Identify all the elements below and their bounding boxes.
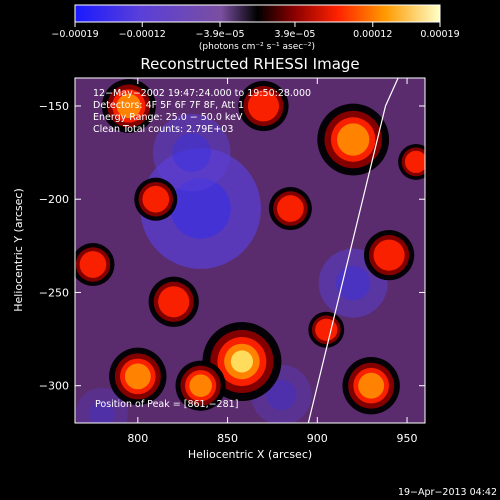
heatmap-blob bbox=[124, 363, 151, 390]
annotation-energy: Energy Range: 25.0 − 50.0 keV bbox=[93, 112, 243, 123]
colorbar-tick-label: 0.00012 bbox=[353, 29, 392, 40]
heatmap-blob bbox=[337, 123, 370, 156]
x-tick-label: 800 bbox=[127, 432, 148, 445]
y-tick-label: −200 bbox=[39, 193, 69, 206]
y-tick-label: −250 bbox=[39, 286, 69, 299]
heatmap-negative-core bbox=[172, 133, 212, 172]
heatmap-blob bbox=[404, 150, 425, 174]
colorbar bbox=[74, 4, 441, 23]
y-axis-ticks: −150 −200 −250 −300 bbox=[39, 100, 425, 393]
y-axis-label: Heliocentric Y (arcsec) bbox=[12, 188, 25, 312]
x-tick-label: 850 bbox=[217, 432, 238, 445]
heatmap-blob bbox=[315, 318, 338, 341]
heatmap-image bbox=[75, 79, 425, 423]
heatmap-negative-core bbox=[266, 379, 297, 411]
heatmap-blob bbox=[116, 93, 141, 119]
heatmap-negative-core bbox=[89, 400, 115, 423]
peak-position-label: Position of Peak = [861,−281] bbox=[95, 399, 238, 410]
y-tick-label: −150 bbox=[39, 100, 69, 113]
heatmap-negative-core bbox=[335, 265, 371, 301]
colorbar-tick-label: 0.00019 bbox=[420, 29, 459, 40]
heatmap-blob bbox=[230, 350, 253, 373]
x-tick-label: 900 bbox=[307, 432, 328, 445]
heatmap-blob bbox=[358, 372, 385, 399]
x-axis-label: Heliocentric X (arcsec) bbox=[188, 448, 312, 461]
heatmap-blob bbox=[142, 185, 170, 213]
heatmap-negative bbox=[76, 387, 128, 423]
heatmap-blob bbox=[373, 239, 405, 271]
annotation-time: 12−May−2002 19:47:24.000 to 19:50:28.000 bbox=[93, 88, 311, 99]
heatmap-blob bbox=[247, 90, 280, 122]
heatmap-blob bbox=[158, 286, 190, 318]
y-tick-label: −300 bbox=[39, 380, 69, 393]
heatmap-blob bbox=[79, 251, 107, 278]
colorbar-ticks: −0.00019 −0.00012 −3.9e−05 3.9e−05 0.00012 0.… bbox=[51, 22, 460, 40]
heatmap-negative-core bbox=[170, 178, 231, 239]
footer-timestamp: 19−Apr−2013 04:42 bbox=[398, 487, 497, 498]
heatmap-blob bbox=[277, 195, 304, 222]
annotation-detectors: Detectors: 4F 5F 6F 7F 8F, Att 1 bbox=[93, 100, 244, 111]
x-tick-label: 950 bbox=[397, 432, 418, 445]
colorbar-units: (photons cm⁻² s⁻¹ asec⁻²) bbox=[199, 42, 315, 52]
plot-frame bbox=[74, 77, 426, 424]
annotation-counts: Clean Total counts: 2.79E+03 bbox=[93, 124, 233, 135]
solar-limb-line bbox=[307, 78, 399, 423]
colorbar-tick-label: −0.00012 bbox=[119, 29, 166, 40]
heatmap-blob bbox=[189, 374, 212, 398]
x-axis-ticks: 800 850 900 950 bbox=[127, 78, 418, 445]
colorbar-tick-label: −3.9e−05 bbox=[196, 29, 245, 40]
colorbar-tick-label: 3.9e−05 bbox=[274, 29, 315, 40]
chart-title: Reconstructed RHESSI Image bbox=[140, 55, 359, 73]
colorbar-tick-label: −0.00019 bbox=[51, 29, 98, 40]
